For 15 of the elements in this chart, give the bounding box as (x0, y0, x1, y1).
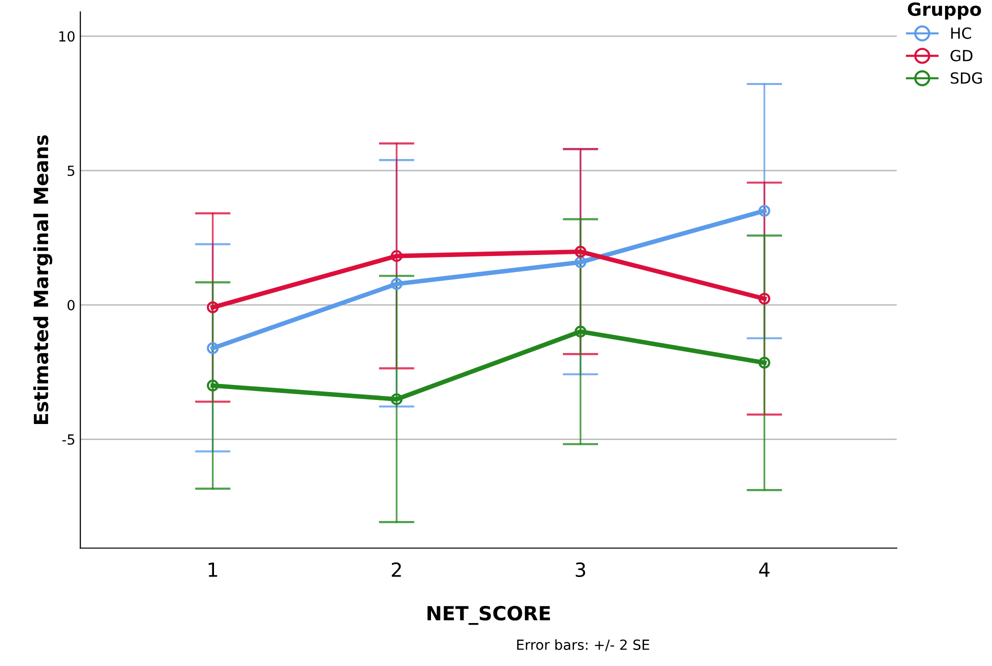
y-axis-title: Estimated Marginal Means (33, 135, 52, 424)
y-tick-label: 0 (68, 300, 75, 310)
y-tick-label: 10 (59, 31, 75, 42)
x-tick-label: 3 (576, 562, 586, 578)
y-tick-label: 5 (68, 166, 74, 176)
text: Error bars: +/- 2 SE (517, 639, 650, 652)
y-tick-label: -5 (62, 434, 74, 445)
x-axis-title: NET_SCORE (428, 606, 550, 625)
x-tick-label: 1 (208, 562, 218, 577)
legend-label: SDG (950, 72, 982, 84)
legend-title: Gruppo (908, 2, 982, 20)
x-tick-label: 4 (759, 562, 770, 577)
x-tick-label: 2 (392, 562, 401, 577)
legend-label: GD (950, 50, 972, 62)
legend-label: HC (951, 27, 972, 39)
